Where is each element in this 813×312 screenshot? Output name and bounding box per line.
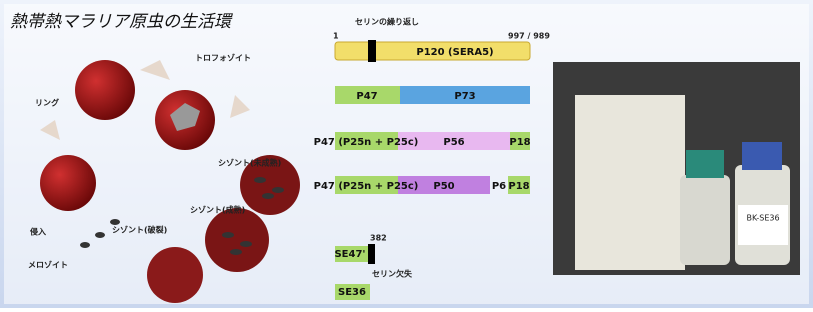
domain-label: P47 (P25n + P25c) <box>314 181 419 192</box>
stage-label: シゾント(成熟) <box>190 205 245 215</box>
domain-label: P50 <box>433 181 454 192</box>
domain-label: P18 <box>509 137 530 148</box>
domain-label: P56 <box>443 137 464 148</box>
repeat-label: セリンの繰り返し <box>355 17 419 27</box>
end-label: 997 / 989 <box>508 32 550 41</box>
vaccine-photo <box>553 62 800 275</box>
domain-label: SE47' <box>334 249 365 260</box>
domain-label: P73 <box>454 91 475 102</box>
domain-label: P47 (P25n + P25c) <box>314 137 419 148</box>
start-label: 1 <box>333 32 339 41</box>
stage-label: シゾント(破裂) <box>112 225 167 235</box>
repeat-block <box>368 244 375 264</box>
repeat-block <box>368 40 376 62</box>
stage-label: 侵入 <box>29 227 46 237</box>
domain-label: P18 <box>508 181 529 192</box>
domain-label: P47 <box>356 91 377 102</box>
title: 熱帯熱マラリア原虫の生活環 <box>10 12 233 32</box>
end-label: 382 <box>370 234 387 243</box>
stage-label: シゾント(未成熟) <box>218 158 281 168</box>
stage-label: メロゾイト <box>28 260 68 270</box>
stage-label: トロフォゾイト <box>195 53 251 63</box>
domain-label: P120 (SERA5) <box>416 47 493 58</box>
deletion-label: セリン欠失 <box>372 269 413 279</box>
stage-label: リング <box>35 98 59 108</box>
domain-label: P6 <box>492 181 506 192</box>
vial-label: BK-SE36 <box>746 214 779 223</box>
slide: 熱帯熱マラリア原虫の生活環 トロフォゾイト リング シゾント(未成熟) シゾント… <box>0 0 813 308</box>
domain-label: SE36 <box>338 287 366 298</box>
